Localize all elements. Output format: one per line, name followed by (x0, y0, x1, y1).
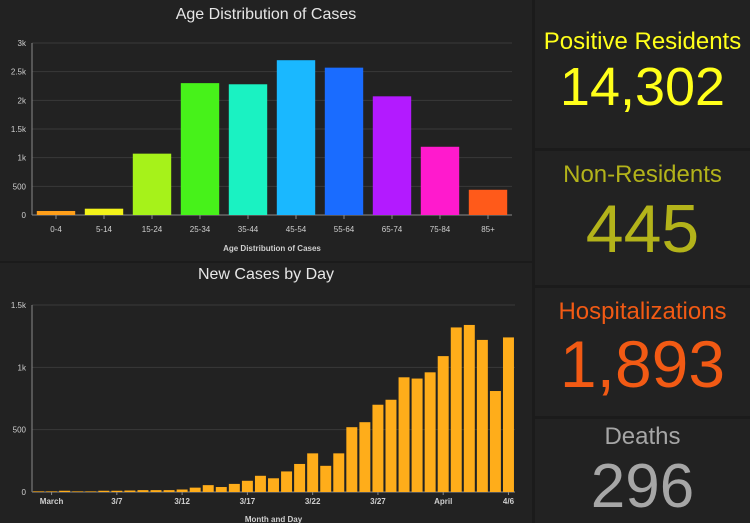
non-residents-card: Non-Residents 445 (535, 151, 750, 285)
bar (437, 356, 449, 492)
bar (254, 475, 266, 492)
bar (228, 483, 240, 492)
bar (241, 480, 253, 492)
bar (294, 463, 306, 492)
x-tick-label: March (40, 497, 64, 506)
stat-value: 1,893 (559, 327, 726, 401)
bar (215, 487, 227, 492)
deaths-card: Deaths 296 (535, 419, 750, 523)
new-cases-chart: 0 500 1k 1.5k March 3/7 3/12 3/17 3/22 3/27 April 4… (11, 301, 515, 523)
bar (424, 372, 436, 492)
bar (137, 490, 149, 492)
x-tick-label: 3/22 (305, 497, 321, 506)
bar (268, 478, 279, 492)
y-tick-label: 2k (18, 96, 27, 105)
bar (228, 84, 268, 215)
y-tick-label: 1.5k (11, 301, 27, 310)
x-tick-label: 3/12 (174, 497, 190, 506)
stat-label: Deaths (604, 423, 681, 450)
bar (307, 453, 319, 492)
bar (33, 491, 45, 492)
bar (281, 471, 293, 492)
x-tick-label: April (434, 497, 452, 506)
stat-value: 445 (585, 191, 700, 267)
bar (98, 490, 110, 492)
x-tick-label: 65-74 (382, 225, 403, 234)
bar (372, 96, 412, 215)
positive-residents-card: Positive Residents 14,302 (535, 0, 750, 148)
x-tick-label: 45-54 (286, 225, 307, 234)
x-tick-label: 0-4 (50, 225, 62, 234)
bar (59, 490, 71, 492)
bar (276, 60, 316, 216)
chart-title: New Cases by Day (197, 266, 335, 283)
x-tick-label: 75-84 (430, 225, 451, 234)
bar (202, 485, 214, 492)
y-tick-label: 500 (13, 182, 27, 191)
x-tick-label: 25-34 (190, 225, 211, 234)
stat-label: Positive Residents (543, 28, 742, 55)
bar (333, 453, 345, 492)
x-tick-label: 5-14 (96, 225, 113, 234)
bar (150, 490, 162, 492)
bar (359, 422, 371, 492)
bar (372, 404, 384, 492)
bar (502, 337, 514, 492)
bar (132, 153, 172, 215)
bar (36, 210, 76, 215)
y-tick-label: 3k (18, 39, 27, 48)
hospitalizations-card: Hospitalizations 1,893 (535, 288, 750, 416)
bar (385, 399, 397, 492)
y-tick-label: 1.5k (11, 125, 27, 134)
bar (476, 339, 488, 492)
bar (450, 327, 462, 492)
y-tick-label: 500 (13, 426, 27, 435)
bar (72, 491, 84, 492)
x-tick-label: 15-24 (142, 225, 163, 234)
x-tick-label: 35-44 (238, 225, 259, 234)
stat-value: 296 (590, 452, 695, 521)
y-tick-label: 0 (22, 488, 27, 497)
stat-label: Non-Residents (563, 161, 722, 188)
bar (420, 146, 460, 215)
bar (176, 489, 188, 492)
bar (324, 67, 364, 215)
chart-title: Age Distribution of Cases (175, 6, 357, 23)
stat-label: Hospitalizations (558, 298, 727, 325)
x-tick-label: 3/27 (370, 497, 386, 506)
y-tick-label: 2.5k (11, 68, 27, 77)
bar (180, 83, 220, 215)
bar (468, 189, 508, 215)
stat-value: 14,302 (559, 57, 726, 117)
bar (489, 391, 501, 492)
bar (398, 377, 410, 492)
bar (189, 487, 201, 492)
y-tick-label: 1k (18, 154, 27, 163)
x-axis-title: Age Distribution of Cases (223, 244, 321, 253)
x-axis-title: Month and Day (245, 515, 303, 523)
x-tick-label: 85+ (481, 225, 495, 234)
new-cases-panel: New Cases by Day 0 500 1k 1.5k March 3/7 3/12 3… (0, 263, 532, 523)
bar (124, 490, 136, 492)
x-tick-label: 3/7 (111, 497, 123, 506)
age-distribution-panel: Age Distribution of Cases 0 500 1k 1.5k 2k 2.… (0, 0, 532, 261)
bar (411, 378, 423, 492)
bar (85, 491, 97, 492)
x-tick-label: 3/17 (240, 497, 256, 506)
bar (463, 324, 475, 492)
bar (320, 465, 332, 492)
x-tick-label: 4/6 (503, 497, 515, 506)
y-tick-label: 0 (22, 211, 27, 220)
bar (84, 208, 124, 215)
x-tick-label: 55-64 (334, 225, 355, 234)
age-distribution-chart: 0 500 1k 1.5k 2k 2.5k 3k 0-4 5-14 15-24 25-34 35-44… (11, 39, 512, 253)
y-tick-label: 1k (18, 363, 27, 372)
bar (163, 490, 175, 492)
bar (346, 427, 358, 492)
bar (46, 491, 58, 492)
bar (111, 490, 123, 492)
